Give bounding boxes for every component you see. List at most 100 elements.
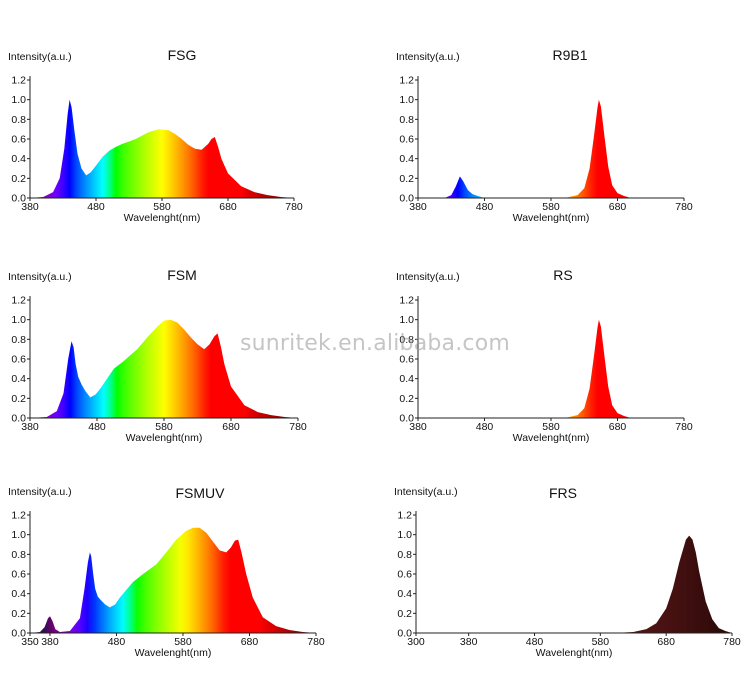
x-tick-label: 480 bbox=[476, 201, 494, 213]
y-tick-label: 0.8 bbox=[397, 549, 412, 561]
x-tick-label: 780 bbox=[675, 201, 693, 213]
y-tick-label: 0.4 bbox=[397, 588, 412, 600]
y-tick-label: 0.4 bbox=[11, 588, 26, 600]
y-axis-label: Intensity(a.u.) bbox=[8, 51, 72, 63]
x-tick-label: 580 bbox=[542, 421, 560, 433]
chart-fsmuv: 0.0 0.2 0.4 0.6 0.8 1.0 1.2 350 380 480 580 680 780 I… bbox=[8, 485, 325, 659]
y-tick-label: 0.8 bbox=[11, 549, 26, 561]
x-tick-label: 580 bbox=[542, 201, 560, 213]
y-tick-label: 1.2 bbox=[399, 75, 414, 87]
y-axis-label: Intensity(a.u.) bbox=[8, 486, 72, 498]
chart-fsg: 0.0 0.2 0.4 0.6 0.8 1.0 1.2 380 480 580 680 780 Inte… bbox=[8, 47, 303, 224]
y-tick-label: 0.0 bbox=[397, 628, 412, 640]
x-tick-label: 680 bbox=[657, 636, 675, 648]
x-axis-label: Wavelenght(nm) bbox=[513, 212, 590, 224]
y-axis-label: Intensity(a.u.) bbox=[8, 271, 72, 283]
y-tick-label: 0.6 bbox=[11, 134, 26, 146]
chart-title: FRS bbox=[549, 485, 577, 501]
x-tick-label: 380 bbox=[21, 201, 39, 213]
spectrum-area bbox=[30, 319, 298, 418]
y-tick-label: 1.0 bbox=[399, 94, 414, 106]
y-tick-label: 0.6 bbox=[399, 134, 414, 146]
y-tick-label: 0.0 bbox=[399, 413, 414, 425]
x-tick-label: 480 bbox=[476, 421, 494, 433]
x-tick-label: 580 bbox=[174, 636, 192, 648]
axes-lines bbox=[417, 76, 684, 199]
x-tick-label: 480 bbox=[526, 636, 544, 648]
x-tick-label: 680 bbox=[609, 201, 627, 213]
chart-title: RS bbox=[553, 267, 572, 283]
x-tick-label: 780 bbox=[285, 201, 303, 213]
y-tick-label: 0.6 bbox=[11, 354, 26, 366]
x-tick-label: 480 bbox=[87, 201, 105, 213]
chart-fsm: 0.0 0.2 0.4 0.6 0.8 1.0 1.2 380 480 580 680 780 Inte… bbox=[8, 267, 307, 444]
y-tick-label: 0.0 bbox=[399, 193, 414, 205]
y-tick-label: 1.2 bbox=[11, 510, 26, 522]
x-axis-label: Wavelenght(nm) bbox=[513, 432, 590, 444]
spectrum-area bbox=[418, 319, 684, 418]
x-tick-label: 780 bbox=[675, 421, 693, 433]
y-tick-label: 0.0 bbox=[11, 628, 26, 640]
y-tick-label: 0.2 bbox=[11, 393, 26, 405]
x-axis-label: Wavelenght(nm) bbox=[124, 212, 201, 224]
y-tick-label: 1.2 bbox=[399, 295, 414, 307]
y-tick-label: 0.2 bbox=[11, 608, 26, 620]
x-tick-label: 380 bbox=[409, 421, 427, 433]
y-axis-label: Intensity(a.u.) bbox=[396, 51, 460, 63]
y-tick-label: 0.8 bbox=[11, 114, 26, 126]
axes-lines bbox=[417, 296, 684, 419]
spectrum-area bbox=[30, 99, 294, 198]
chart-title: FSM bbox=[167, 267, 197, 283]
spectrum-area bbox=[30, 527, 316, 633]
x-tick-label: 780 bbox=[307, 636, 325, 648]
chart-title: R9B1 bbox=[552, 47, 587, 63]
y-tick-label: 0.2 bbox=[399, 393, 414, 405]
x-axis-label: Wavelenght(nm) bbox=[135, 647, 212, 659]
y-tick-label: 1.0 bbox=[399, 314, 414, 326]
y-tick-label: 0.2 bbox=[11, 173, 26, 185]
y-tick-label: 0.4 bbox=[399, 153, 414, 165]
x-tick-label: 680 bbox=[219, 201, 237, 213]
chart-title: FSMUV bbox=[176, 485, 226, 501]
y-tick-label: 0.6 bbox=[397, 569, 412, 581]
spectrum-area bbox=[418, 99, 684, 198]
y-tick-label: 0.2 bbox=[399, 173, 414, 185]
x-axis-label: Wavelenght(nm) bbox=[536, 647, 613, 659]
y-tick-label: 0.8 bbox=[399, 114, 414, 126]
y-tick-label: 0.2 bbox=[397, 608, 412, 620]
x-tick-label: 380 bbox=[21, 421, 39, 433]
y-tick-label: 1.2 bbox=[11, 295, 26, 307]
x-tick-label: 580 bbox=[153, 201, 171, 213]
y-tick-label: 0.4 bbox=[11, 373, 26, 385]
y-tick-label: 0.0 bbox=[11, 193, 26, 205]
y-tick-label: 0.8 bbox=[399, 334, 414, 346]
y-tick-label: 0.8 bbox=[11, 334, 26, 346]
y-tick-label: 0.4 bbox=[11, 153, 26, 165]
y-tick-label: 1.2 bbox=[11, 75, 26, 87]
chart-title: FSG bbox=[168, 47, 197, 63]
y-tick-label: 0.6 bbox=[11, 569, 26, 581]
y-tick-label: 0.4 bbox=[399, 373, 414, 385]
y-tick-label: 1.0 bbox=[11, 314, 26, 326]
x-tick-label: 680 bbox=[241, 636, 259, 648]
x-tick-label: 480 bbox=[88, 421, 106, 433]
y-axis-label: Intensity(a.u.) bbox=[394, 486, 458, 498]
spectrum-area bbox=[416, 535, 732, 633]
x-tick-label: 380 bbox=[41, 636, 59, 648]
y-tick-label: 1.0 bbox=[397, 529, 412, 541]
chart-r9b1: 0.0 0.2 0.4 0.6 0.8 1.0 1.2 380 480 580 680 780 Inte… bbox=[396, 47, 693, 224]
y-tick-label: 0.0 bbox=[11, 413, 26, 425]
x-tick-label: 380 bbox=[460, 636, 478, 648]
x-tick-label: 680 bbox=[609, 421, 627, 433]
x-tick-label: 300 bbox=[407, 636, 425, 648]
y-tick-label: 1.0 bbox=[11, 529, 26, 541]
y-tick-label: 1.0 bbox=[11, 94, 26, 106]
y-tick-label: 1.2 bbox=[397, 510, 412, 522]
x-tick-label: 480 bbox=[108, 636, 126, 648]
x-tick-label: 780 bbox=[289, 421, 307, 433]
y-axis-label: Intensity(a.u.) bbox=[396, 271, 460, 283]
chart-rs: 0.0 0.2 0.4 0.6 0.8 1.0 1.2 380 480 580 680 780 Inte… bbox=[396, 267, 693, 444]
x-tick-label: 380 bbox=[409, 201, 427, 213]
